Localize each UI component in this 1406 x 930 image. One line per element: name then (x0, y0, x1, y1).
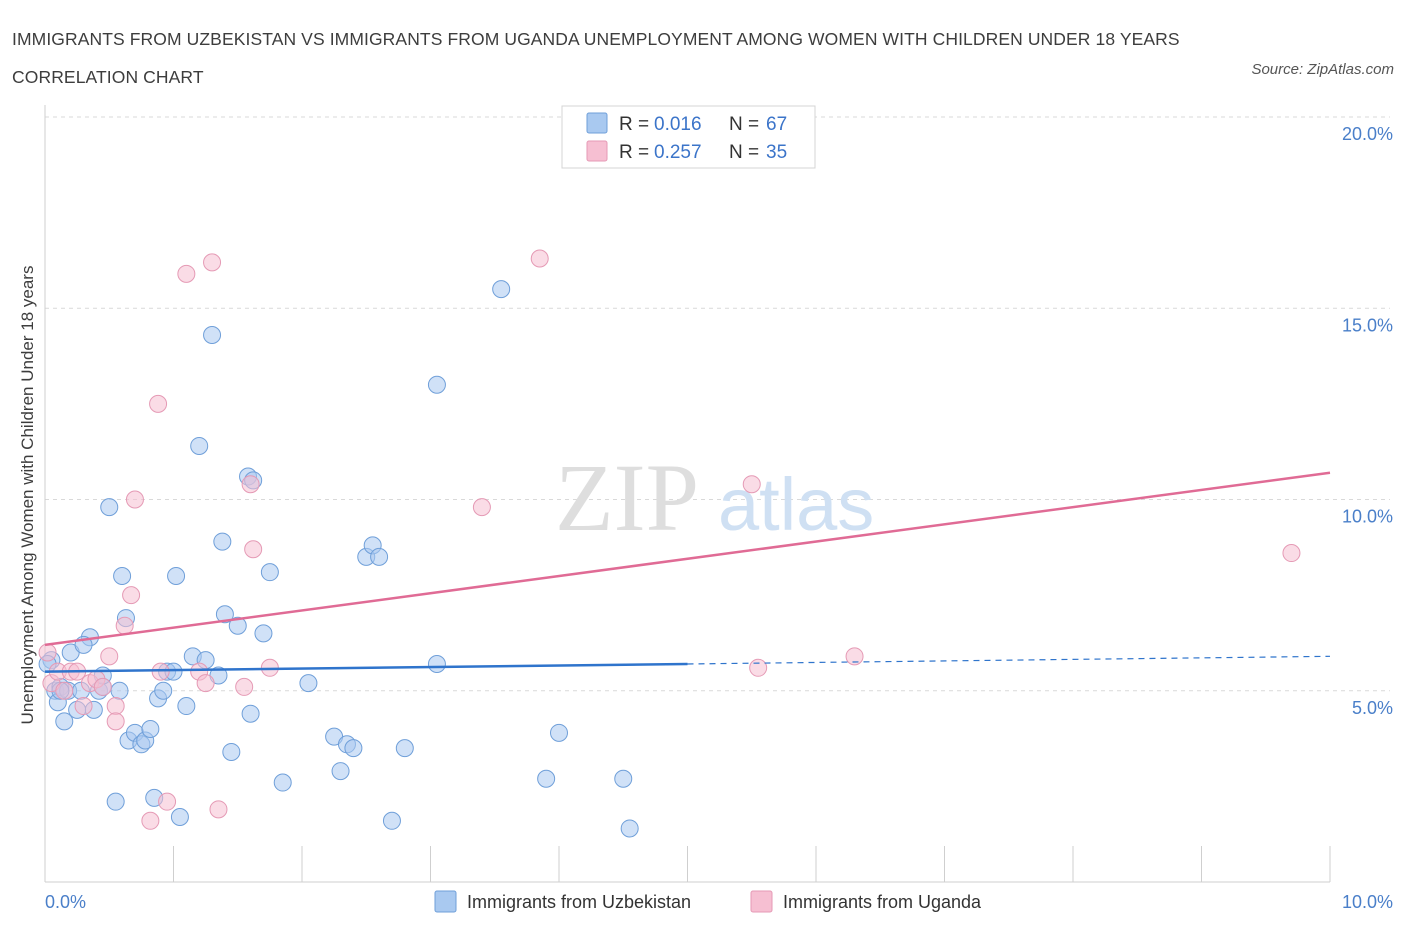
watermark-atlas: atlas (718, 463, 874, 546)
legend-r-label-uzbekistan: R = (619, 114, 649, 135)
trend-lines (44, 471, 1331, 673)
data-point-uganda (93, 677, 112, 696)
data-point-uganda (209, 800, 228, 819)
legend-n-label-uganda: N = (729, 142, 759, 163)
y-tick-label: 10.0% (1342, 507, 1393, 527)
y-tick-label: 15.0% (1342, 315, 1393, 335)
legend-swatch-uzbekistan (586, 112, 608, 134)
data-point-uzbekistan (260, 563, 279, 582)
data-point-uzbekistan (215, 605, 234, 624)
trend-line-uzbekistan-extension (687, 655, 1331, 665)
data-point-uganda (845, 647, 864, 666)
trend-line-uganda (44, 471, 1331, 647)
data-point-uzbekistan (537, 769, 556, 788)
data-point-uganda (141, 811, 160, 830)
data-point-uzbekistan (620, 819, 639, 838)
legend: R = 0.016 N = 67 R = 0.257 N = 35 (561, 105, 816, 169)
data-point-uganda (196, 674, 215, 693)
data-point-uganda (530, 249, 549, 268)
data-point-uzbekistan (170, 807, 189, 826)
legend-swatch-uganda (586, 140, 608, 162)
data-point-uzbekistan (213, 532, 232, 551)
series-uganda-points (38, 249, 1301, 830)
data-point-uzbekistan (154, 681, 173, 700)
data-point-uganda (235, 677, 254, 696)
data-point-uzbekistan (254, 624, 273, 643)
data-point-uganda (100, 647, 119, 666)
series-uzbekistan-points (38, 280, 639, 838)
data-point-uganda (55, 681, 74, 700)
data-point-uzbekistan (177, 697, 196, 716)
bottom-legend-label-uzbekistan: Immigrants from Uzbekistan (467, 892, 691, 912)
data-point-uzbekistan (203, 326, 222, 345)
data-point-uganda (241, 475, 260, 494)
data-point-uzbekistan (427, 654, 446, 673)
legend-r-value-uganda: 0.257 (654, 142, 702, 163)
data-point-uzbekistan (141, 720, 160, 738)
legend-n-label-uzbekistan: N = (729, 114, 759, 135)
data-point-uzbekistan (167, 567, 186, 585)
data-point-uzbekistan (110, 681, 129, 700)
x-tick-label: 0.0% (45, 892, 86, 912)
data-point-uzbekistan (331, 762, 350, 781)
chart-title: IMMIGRANTS FROM UZBEKISTAN VS IMMIGRANTS… (12, 29, 1180, 87)
data-point-uzbekistan (241, 704, 260, 723)
data-point-uzbekistan (299, 674, 318, 693)
grid-lines (45, 116, 1390, 692)
y-tick-label: 20.0% (1342, 124, 1393, 144)
data-point-uganda (106, 697, 125, 716)
tick-labels: 5.0% 10.0% 15.0% 20.0% 0.0% 10.0% (45, 124, 1393, 912)
data-point-uzbekistan (344, 739, 363, 758)
data-point-uzbekistan (55, 712, 74, 731)
data-point-uganda (742, 475, 761, 494)
data-point-uganda (106, 712, 125, 731)
data-point-uzbekistan (100, 498, 119, 517)
data-point-uzbekistan (492, 280, 511, 299)
legend-r-label-uganda: R = (619, 142, 649, 163)
data-point-uzbekistan (190, 436, 209, 455)
data-point-uzbekistan (106, 792, 125, 811)
data-point-uganda (38, 643, 57, 662)
data-point-uzbekistan (395, 739, 414, 758)
data-point-uganda (125, 490, 144, 509)
data-point-uganda (244, 540, 263, 559)
data-point-uganda (149, 394, 168, 413)
data-point-uzbekistan (427, 375, 446, 394)
data-point-uzbekistan (370, 547, 389, 566)
watermark: ZIP atlas (555, 444, 874, 551)
data-point-uganda (1282, 544, 1301, 563)
data-point-uzbekistan (113, 567, 132, 585)
legend-r-value-uzbekistan: 0.016 (654, 114, 702, 135)
data-point-uganda (122, 586, 141, 605)
axes (44, 105, 1331, 883)
data-point-uganda (115, 616, 134, 635)
data-point-uzbekistan (228, 616, 247, 635)
data-point-uganda (472, 498, 491, 517)
legend-n-value-uganda: 35 (766, 142, 787, 163)
x-tick-label: 10.0% (1342, 892, 1393, 912)
data-point-uganda (177, 264, 196, 283)
bottom-legend-label-uganda: Immigrants from Uganda (783, 892, 982, 912)
data-point-uganda (749, 658, 768, 677)
bottom-legend-swatch-uzbekistan (434, 890, 457, 913)
legend-n-value-uzbekistan: 67 (766, 114, 787, 135)
data-point-uganda (203, 253, 222, 272)
data-point-uganda (151, 662, 170, 681)
data-point-uzbekistan (614, 769, 633, 788)
source-label: Source: ZipAtlas.com (1251, 61, 1394, 78)
bottom-legend-swatch-uganda (750, 890, 773, 913)
bottom-legend: Immigrants from Uzbekistan Immigrants fr… (434, 890, 982, 913)
data-point-uzbekistan (550, 723, 568, 742)
watermark-zip: ZIP (555, 444, 699, 551)
data-point-uzbekistan (382, 811, 401, 830)
y-tick-label: 5.0% (1352, 698, 1393, 718)
trend-line-uzbekistan (44, 662, 688, 673)
data-point-uganda (74, 697, 93, 716)
data-point-uganda (158, 792, 177, 811)
data-point-uzbekistan (222, 742, 241, 761)
data-point-uzbekistan (273, 773, 292, 792)
